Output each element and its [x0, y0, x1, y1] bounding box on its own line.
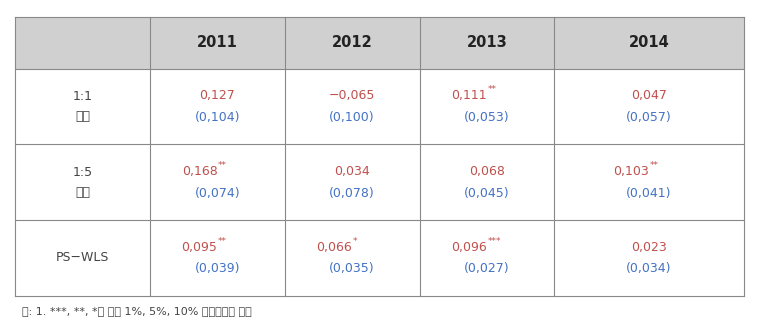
Text: (0,104): (0,104) [194, 111, 240, 124]
Text: 2013: 2013 [467, 35, 507, 50]
Text: 1:5: 1:5 [73, 166, 93, 179]
Text: 0,047: 0,047 [631, 89, 667, 102]
Text: **: ** [650, 161, 659, 170]
Text: 0,103: 0,103 [613, 165, 649, 178]
Text: ***: *** [488, 237, 501, 246]
Text: (0,034): (0,034) [626, 262, 672, 275]
Text: 0,023: 0,023 [631, 241, 667, 254]
Text: **: ** [488, 85, 496, 94]
Text: 0,068: 0,068 [469, 165, 505, 178]
Text: (0,041): (0,041) [626, 186, 672, 200]
Text: 0,127: 0,127 [200, 89, 235, 102]
Text: *: * [353, 237, 357, 246]
Text: 주: 1. ***, **, *는 각각 1%, 5%, 10% 유의수준을 의미: 주: 1. ***, **, *는 각각 1%, 5%, 10% 유의수준을 의… [23, 306, 252, 316]
Text: 0,095: 0,095 [181, 241, 217, 254]
Text: 2012: 2012 [332, 35, 373, 50]
Text: −0,065: −0,065 [329, 89, 376, 102]
Text: 2014: 2014 [628, 35, 669, 50]
Text: PS−WLS: PS−WLS [56, 251, 109, 264]
Text: **: ** [218, 237, 227, 246]
Text: (0,045): (0,045) [465, 186, 510, 200]
Text: 1:1: 1:1 [73, 90, 93, 103]
Text: (0,074): (0,074) [194, 186, 240, 200]
Text: **: ** [218, 161, 227, 170]
Text: 0,096: 0,096 [451, 241, 487, 254]
Text: 0,066: 0,066 [317, 241, 352, 254]
Text: (0,100): (0,100) [329, 111, 375, 124]
Text: (0,039): (0,039) [194, 262, 240, 275]
Text: (0,027): (0,027) [465, 262, 510, 275]
Text: 2011: 2011 [197, 35, 238, 50]
Text: (0,057): (0,057) [626, 111, 672, 124]
Text: 매칭: 매칭 [75, 110, 90, 123]
Text: (0,078): (0,078) [329, 186, 375, 200]
Text: 매칭: 매칭 [75, 186, 90, 199]
Text: (0,035): (0,035) [329, 262, 375, 275]
Text: 0,168: 0,168 [181, 165, 217, 178]
Text: 0,111: 0,111 [452, 89, 487, 102]
Text: (0,053): (0,053) [465, 111, 510, 124]
Text: 0,034: 0,034 [334, 165, 370, 178]
